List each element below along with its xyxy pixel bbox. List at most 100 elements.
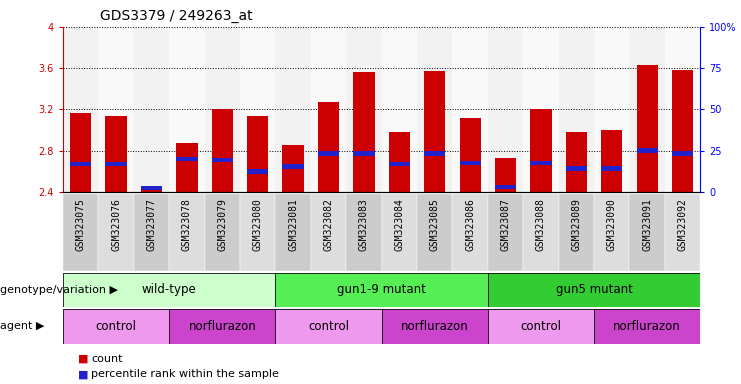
Bar (240, 194, 276, 271)
Bar (424, 152, 445, 156)
Bar (276, 27, 310, 192)
Bar (169, 309, 276, 344)
Text: GSM323090: GSM323090 (607, 198, 617, 251)
Bar (318, 152, 339, 156)
Bar (169, 27, 205, 192)
Bar (531, 109, 551, 192)
Bar (672, 152, 693, 156)
Bar (276, 273, 488, 307)
Bar (629, 27, 665, 192)
Bar (565, 166, 587, 170)
Bar (63, 194, 99, 271)
Bar (276, 194, 310, 271)
Text: control: control (520, 320, 562, 333)
Bar (169, 194, 205, 271)
Bar (353, 72, 374, 192)
Bar (389, 132, 410, 192)
Bar (105, 162, 127, 166)
Text: GSM323089: GSM323089 (571, 198, 582, 251)
Bar (63, 309, 169, 344)
Bar (637, 65, 658, 192)
Bar (70, 113, 91, 192)
Bar (276, 309, 382, 344)
Bar (282, 164, 304, 169)
Text: gun5 mutant: gun5 mutant (556, 283, 633, 296)
Text: GDS3379 / 249263_at: GDS3379 / 249263_at (100, 9, 253, 23)
Text: GSM323092: GSM323092 (677, 198, 688, 251)
Text: norflurazon: norflurazon (188, 320, 256, 333)
Text: gun1-9 mutant: gun1-9 mutant (337, 283, 426, 296)
Text: count: count (91, 354, 123, 364)
Bar (247, 169, 268, 174)
Bar (310, 27, 346, 192)
Bar (559, 27, 594, 192)
Bar (176, 157, 198, 161)
Text: norflurazon: norflurazon (401, 320, 468, 333)
Bar (63, 273, 276, 307)
Bar (495, 185, 516, 189)
Bar (488, 27, 523, 192)
Bar (63, 27, 99, 192)
Bar (637, 148, 658, 153)
Text: GSM323087: GSM323087 (500, 198, 511, 251)
Bar (212, 109, 233, 192)
Text: GSM323088: GSM323088 (536, 198, 546, 251)
Bar (134, 27, 169, 192)
Bar (70, 162, 91, 166)
Text: control: control (96, 320, 136, 333)
Bar (672, 70, 693, 192)
Text: GSM323082: GSM323082 (324, 198, 333, 251)
Text: norflurazon: norflurazon (614, 320, 681, 333)
Text: GSM323086: GSM323086 (465, 198, 475, 251)
Bar (99, 27, 134, 192)
Bar (601, 130, 622, 192)
Bar (594, 194, 629, 271)
Text: ■: ■ (78, 354, 88, 364)
Bar (601, 166, 622, 170)
Bar (247, 116, 268, 192)
Text: control: control (308, 320, 349, 333)
Text: GSM323080: GSM323080 (253, 198, 263, 251)
Bar (141, 185, 162, 190)
Text: GSM323084: GSM323084 (394, 198, 405, 251)
Bar (523, 27, 559, 192)
Bar (346, 27, 382, 192)
Text: agent ▶: agent ▶ (0, 321, 44, 331)
Bar (459, 161, 481, 166)
Bar (417, 194, 453, 271)
Bar (495, 158, 516, 192)
Bar (141, 187, 162, 192)
Text: ■: ■ (78, 369, 88, 379)
Bar (240, 27, 276, 192)
Text: GSM323091: GSM323091 (642, 198, 652, 251)
Text: GSM323077: GSM323077 (147, 198, 156, 251)
Text: GSM323076: GSM323076 (111, 198, 121, 251)
Bar (205, 27, 240, 192)
Text: percentile rank within the sample: percentile rank within the sample (91, 369, 279, 379)
Bar (459, 118, 481, 192)
Bar (382, 27, 417, 192)
Bar (424, 71, 445, 192)
Text: GSM323085: GSM323085 (430, 198, 439, 251)
Bar (134, 194, 169, 271)
Bar (282, 144, 304, 192)
Bar (99, 194, 134, 271)
Bar (665, 27, 700, 192)
Bar (417, 27, 453, 192)
Bar (629, 194, 665, 271)
Bar (523, 194, 559, 271)
Bar (488, 194, 523, 271)
Bar (318, 102, 339, 192)
Bar (205, 194, 240, 271)
Bar (346, 194, 382, 271)
Text: GSM323083: GSM323083 (359, 198, 369, 251)
Text: GSM323079: GSM323079 (217, 198, 227, 251)
Bar (212, 158, 233, 162)
Text: GSM323078: GSM323078 (182, 198, 192, 251)
Bar (665, 194, 700, 271)
Bar (389, 162, 410, 166)
Bar (488, 309, 594, 344)
Bar (565, 132, 587, 192)
Bar (488, 273, 700, 307)
Bar (382, 309, 488, 344)
